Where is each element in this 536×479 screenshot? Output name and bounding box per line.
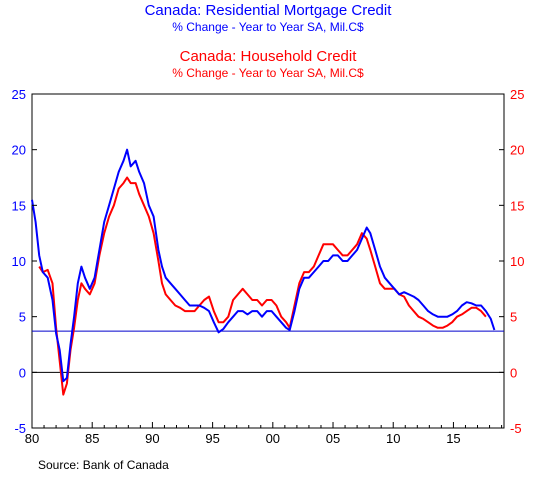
x-tick-label: 10 (386, 431, 400, 446)
chart-subtitle-household-credit: % Change - Year to Year SA, Mil.C$ (172, 66, 364, 80)
y-tick-label-right: 5 (510, 310, 517, 325)
y-tick-label-left: 10 (12, 254, 26, 269)
y-tick-label-right: 15 (510, 198, 524, 213)
y-tick-label-right: -5 (510, 421, 522, 436)
x-tick-label: 00 (266, 431, 280, 446)
x-tick-label: 05 (326, 431, 340, 446)
chart-title-household-credit: Canada: Household Credit (179, 48, 357, 65)
x-tick-label: 80 (25, 431, 39, 446)
x-tick-label: 95 (205, 431, 219, 446)
y-tick-label-right: 25 (510, 87, 524, 102)
y-tick-label-left: -5 (14, 421, 26, 436)
chart-title-mortgage-credit: Canada: Residential Mortgage Credit (144, 2, 392, 19)
y-tick-label-left: 25 (12, 87, 26, 102)
x-tick-label: 85 (85, 431, 99, 446)
y-tick-label-left: 0 (19, 365, 26, 380)
household-credit-line (38, 176, 487, 396)
y-tick-label-left: 20 (12, 143, 26, 158)
chart-subtitle-mortgage-credit: % Change - Year to Year SA, Mil.C$ (172, 20, 364, 34)
mortgage-credit-line (31, 148, 496, 383)
y-tick-label-right: 0 (510, 365, 517, 380)
x-tick-label: 90 (145, 431, 159, 446)
plot-area (31, 93, 505, 429)
source-note: Source: Bank of Canada (38, 458, 169, 472)
y-tick-label-left: 15 (12, 198, 26, 213)
x-tick-label: 15 (446, 431, 460, 446)
y-tick-label-right: 20 (510, 143, 524, 158)
y-tick-label-left: 5 (19, 310, 26, 325)
y-tick-label-right: 10 (510, 254, 524, 269)
